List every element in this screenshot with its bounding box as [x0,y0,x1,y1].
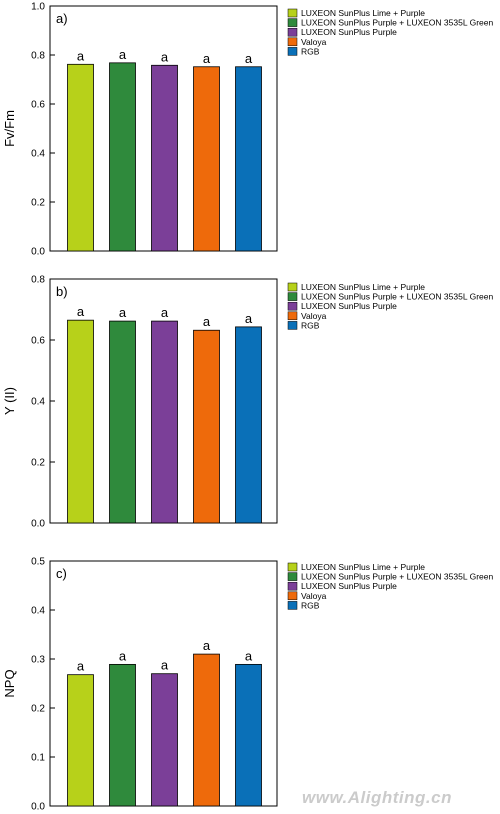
bar [109,663,136,807]
y-tick-label: 1.0 [31,2,45,13]
y-tick-label: 0.1 [31,753,45,764]
legend-swatch [287,8,298,18]
legend-label: LUXEON SunPlus Purple + LUXEON 3535L Gre… [301,572,493,582]
legend-swatch [287,27,298,37]
legend-swatch [287,581,298,591]
significance-letter: a [203,51,211,66]
significance-letter: a [245,648,253,663]
significance-letter: a [119,47,127,62]
y-tick-label: 0.2 [31,198,45,209]
bar [109,320,136,524]
legend-label: RGB [301,46,320,56]
bar [235,66,262,252]
legend-label: LUXEON SunPlus Purple + LUXEON 3535L Gre… [301,18,493,28]
bar [151,673,178,807]
legend-label: RGB [301,320,320,330]
bar [151,64,178,252]
panel-label: a) [56,11,68,26]
y-tick-label: 0.2 [31,704,45,715]
significance-letter: a [245,311,253,326]
significance-letter: a [77,659,85,674]
bar [193,329,220,524]
significance-letter: a [161,305,169,320]
bar [67,674,94,807]
y-tick-label: 0.8 [31,275,45,286]
y-tick-label: 0.6 [31,100,45,111]
legend-label: LUXEON SunPlus Purple [301,301,397,311]
legend-swatch [287,18,298,27]
y-tick-label: 0.0 [31,247,45,258]
bar [235,663,262,807]
y-tick-label: 0.2 [31,458,45,469]
y-tick-label: 0.8 [31,51,45,62]
significance-letter: a [203,638,211,653]
bar [109,62,136,252]
y-axis-label: Fv/Fm [2,110,17,147]
significance-letter: a [161,658,169,673]
legend-label: LUXEON SunPlus Purple + LUXEON 3535L Gre… [301,292,493,302]
y-tick-label: 0.3 [31,655,45,666]
legend-swatch [287,47,298,56]
legend-swatch [287,311,298,321]
legend-swatch [287,321,298,330]
legend-label: Valoya [301,37,327,47]
legend-label: LUXEON SunPlus Purple [301,581,397,591]
legend-swatch [287,37,298,47]
y-tick-label: 0.0 [31,519,45,530]
legend-swatch [287,601,298,610]
y-axis-label: NPQ [2,669,17,697]
bar [193,66,220,252]
legend-swatch [287,572,298,581]
significance-letter: a [77,304,85,319]
y-tick-label: 0.6 [31,336,45,347]
y-tick-label: 0.4 [31,149,45,160]
bar [193,653,220,807]
legend-label: RGB [301,600,320,610]
significance-letter: a [119,648,127,663]
legend-swatch [287,282,298,292]
y-tick-label: 0.4 [31,606,45,617]
legend-label: Valoya [301,591,327,601]
legend-label: Valoya [301,311,327,321]
y-tick-label: 0.0 [31,802,45,813]
y-tick-label: 0.5 [31,557,45,568]
panel-label: c) [56,566,67,581]
legend-label: LUXEON SunPlus Lime + Purple [301,282,425,292]
significance-letter: a [203,314,211,329]
significance-letter: a [161,49,169,64]
bar [235,326,262,524]
bar [151,320,178,524]
bar [67,319,94,524]
bar [67,63,94,252]
y-tick-label: 0.4 [31,397,45,408]
legend-label: LUXEON SunPlus Purple [301,27,397,37]
legend-label: LUXEON SunPlus Lime + Purple [301,562,425,572]
significance-letter: a [119,305,127,320]
legend-swatch [287,301,298,311]
panel-label: b) [56,284,68,299]
watermark: www.Alighting.cn [302,788,452,807]
legend-swatch [287,562,298,572]
legend-swatch [287,292,298,301]
y-axis-label: Y (II) [2,387,17,415]
legend-swatch [287,591,298,601]
legend-label: LUXEON SunPlus Lime + Purple [301,8,425,18]
significance-letter: a [245,51,253,66]
significance-letter: a [77,48,85,63]
